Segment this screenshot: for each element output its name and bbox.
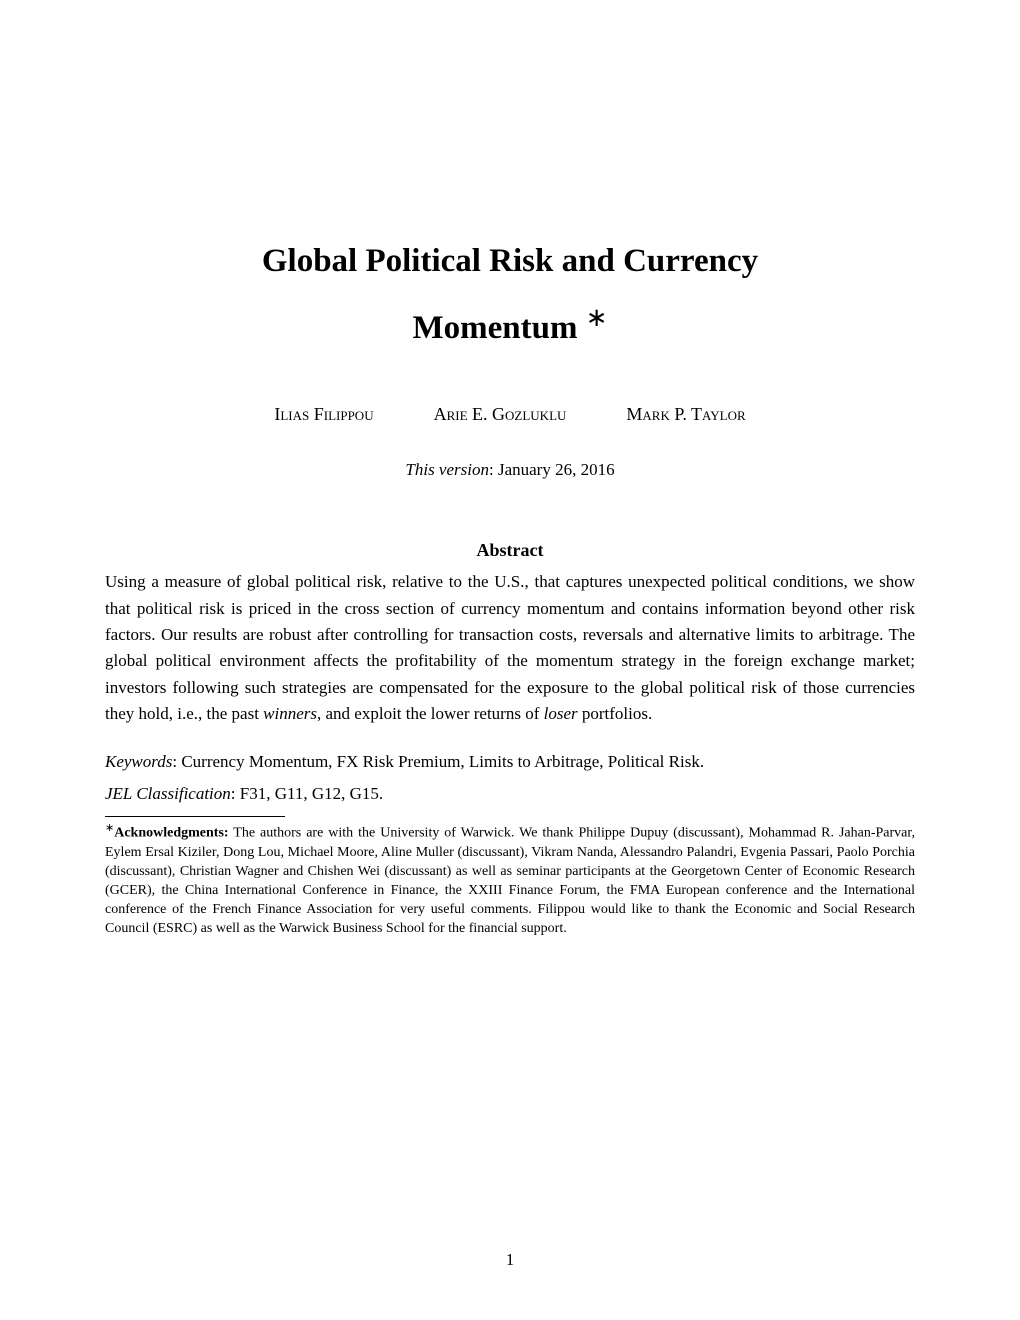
jel-text: : F31, G11, G12, G15.: [231, 784, 383, 803]
title-line1: Global Political Risk and Currency: [262, 243, 758, 279]
abstract-text-1: Using a measure of global political risk…: [105, 572, 915, 723]
footnote-marker: ∗: [105, 822, 114, 834]
author-2: Arie E. Gozluklu: [434, 404, 567, 425]
footnote-block: ∗Acknowledgments: The authors are with t…: [105, 821, 915, 938]
keywords-label: Keywords: [105, 752, 172, 771]
authors-block: Ilias Filippou Arie E. Gozluklu Mark P. …: [105, 404, 915, 425]
abstract-italic-1: winners: [263, 704, 317, 723]
version-label: This version: [405, 460, 489, 479]
author-1: Ilias Filippou: [274, 404, 373, 425]
version-block: This version: January 26, 2016: [105, 460, 915, 480]
abstract-italic-2: loser: [544, 704, 578, 723]
footnote-text: The authors are with the University of W…: [105, 826, 915, 935]
abstract-text-3: portfolios.: [578, 704, 653, 723]
footnote-rule: [105, 816, 285, 817]
title-footnote-marker: ∗: [586, 303, 608, 332]
keywords-text: : Currency Momentum, FX Risk Premium, Li…: [172, 752, 704, 771]
page-number: 1: [0, 1250, 1020, 1270]
abstract-heading: Abstract: [105, 540, 915, 561]
jel-block: JEL Classification: F31, G11, G12, G15.: [105, 784, 915, 804]
footnote-label: Acknowledgments:: [114, 826, 228, 841]
jel-label: JEL Classification: [105, 784, 231, 803]
abstract-body: Using a measure of global political risk…: [105, 569, 915, 727]
abstract-text-2: , and exploit the lower returns of: [317, 704, 544, 723]
author-3: Mark P. Taylor: [626, 404, 745, 425]
version-separator: :: [489, 460, 498, 479]
version-date: January 26, 2016: [498, 460, 615, 479]
paper-title: Global Political Risk and Currency Momen…: [105, 230, 915, 359]
title-line2: Momentum: [412, 310, 577, 346]
keywords-block: Keywords: Currency Momentum, FX Risk Pre…: [105, 752, 915, 772]
